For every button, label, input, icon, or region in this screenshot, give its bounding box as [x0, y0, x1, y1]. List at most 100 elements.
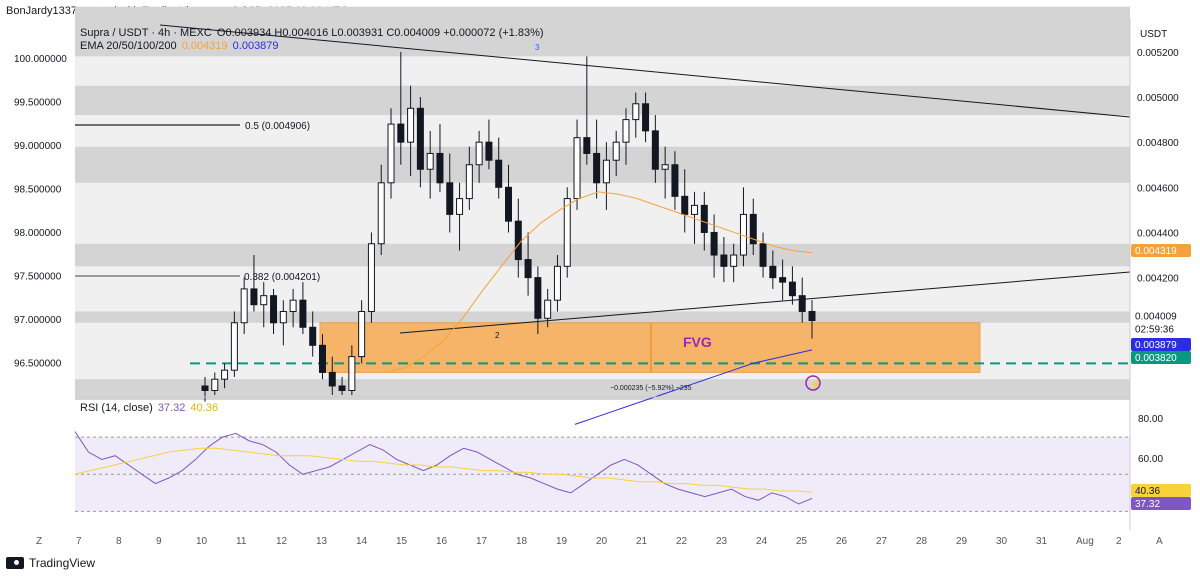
rsi-ma-tag-bg [1131, 484, 1191, 497]
x-axis-tick: 26 [836, 536, 848, 547]
x-axis-tick: 25 [796, 536, 808, 547]
rsi-legend[interactable]: RSI (14, close) 37.32 40.36 [80, 402, 220, 414]
right-axis-currency: USDT [1140, 29, 1167, 40]
candle-body[interactable] [485, 141, 493, 161]
candle-body[interactable] [270, 295, 278, 324]
last-price-tag: 0.004009 [1135, 312, 1177, 323]
x-axis-tick: 21 [636, 536, 648, 547]
candle-body[interactable] [691, 204, 699, 215]
left-axis-tick: 100.000000 [14, 54, 67, 65]
fib-0382-label: 0.382 (0.004201) [244, 272, 320, 283]
candle-body[interactable] [201, 385, 209, 391]
candle-body[interactable] [279, 310, 287, 324]
fib-05-label: 0.5 (0.004906) [245, 121, 310, 132]
rsi-axis-tick: 80.00 [1138, 414, 1163, 425]
candle-body[interactable] [456, 198, 464, 215]
x-axis-tick: 7 [76, 536, 82, 547]
candle-body[interactable] [769, 265, 777, 279]
candle-body[interactable] [602, 159, 610, 184]
candle-body[interactable] [700, 204, 708, 233]
candle-body[interactable] [749, 213, 757, 245]
candle-body[interactable] [240, 288, 248, 324]
ema-orange-line[interactable] [384, 191, 813, 373]
rsi-ma-value: 40.36 [190, 402, 218, 414]
ema-legend[interactable]: EMA 20/50/100/200 0.004319 0.003879 [80, 40, 281, 52]
tradingview-brand: TradingView [29, 556, 96, 570]
candle-body[interactable] [651, 130, 659, 170]
dashed-line-tag-bg [1131, 351, 1191, 364]
descending-trendline[interactable] [159, 24, 1131, 118]
candle-body[interactable] [436, 152, 444, 184]
candle-body[interactable] [681, 195, 689, 215]
x-axis-tick: 10 [196, 536, 208, 547]
candle-body[interactable] [808, 310, 816, 322]
candle-body[interactable] [397, 123, 405, 143]
candle-body[interactable] [318, 344, 326, 373]
candle-body[interactable] [426, 152, 434, 170]
candle-body[interactable] [446, 182, 454, 215]
candle-body[interactable] [534, 277, 542, 319]
candle-body[interactable] [593, 152, 601, 184]
x-axis-tick: Z [36, 536, 42, 547]
candle-body[interactable] [671, 164, 679, 197]
candle-body[interactable] [642, 103, 650, 132]
candle-body[interactable] [338, 385, 346, 391]
candle-body[interactable] [328, 371, 336, 387]
candle-body[interactable] [358, 310, 366, 358]
x-axis-tick: 11 [236, 536, 247, 547]
rsi-pane[interactable] [75, 400, 1130, 530]
candle-body[interactable] [309, 326, 317, 346]
candle-body[interactable] [407, 107, 415, 143]
countdown-tag: 02:59:36 [1135, 325, 1174, 336]
ascending-trendline[interactable] [399, 271, 1131, 334]
candle-body[interactable] [573, 137, 581, 200]
candle-body[interactable] [250, 288, 258, 306]
candle-body[interactable] [524, 259, 532, 279]
candle-body[interactable] [583, 137, 591, 154]
left-axis-tick: 99.000000 [14, 141, 62, 152]
candle-body[interactable] [299, 299, 307, 328]
candle-body[interactable] [495, 159, 503, 188]
tradingview-footer[interactable]: TradingView [6, 556, 95, 570]
candle-body[interactable] [514, 220, 522, 261]
candle-body[interactable] [553, 265, 561, 301]
candle-body[interactable] [289, 299, 297, 312]
candle-body[interactable] [260, 295, 268, 306]
candle-body[interactable] [387, 123, 395, 184]
candle-body[interactable] [632, 103, 640, 121]
candle-body[interactable] [211, 378, 219, 391]
fvg-zone[interactable] [319, 322, 981, 373]
candle-body[interactable] [612, 141, 620, 161]
rsi-ma-line[interactable] [74, 447, 813, 493]
candle-body[interactable] [465, 164, 473, 200]
candle-body[interactable] [730, 254, 738, 267]
ema-blue-line[interactable] [574, 349, 813, 425]
candle-body[interactable] [622, 119, 630, 143]
candle-body[interactable] [230, 322, 238, 371]
candle-body[interactable] [505, 186, 512, 222]
x-axis-tick: 28 [916, 536, 928, 547]
candle-body[interactable] [416, 107, 424, 170]
candle-body[interactable] [720, 254, 728, 267]
wave-3-label: 3 [535, 43, 540, 52]
left-axis-tick: 97.000000 [14, 315, 62, 326]
candle-body[interactable] [759, 243, 767, 267]
candle-body[interactable] [661, 164, 669, 170]
candle-body[interactable] [367, 243, 375, 312]
candle-body[interactable] [563, 198, 571, 267]
candle-body[interactable] [710, 231, 718, 256]
candle-body[interactable] [475, 141, 483, 166]
x-axis-tick: 24 [756, 536, 768, 547]
x-axis-tick: 22 [676, 536, 688, 547]
candle-body[interactable] [788, 281, 796, 297]
candle-body[interactable] [221, 369, 229, 380]
candle-body[interactable] [798, 295, 806, 312]
rsi-line[interactable] [74, 431, 813, 505]
candle-body[interactable] [544, 299, 552, 319]
candle-body[interactable] [348, 356, 356, 391]
flash-icon[interactable] [805, 375, 821, 391]
symbol-label[interactable]: Supra / USDT · 4h · MEXC [80, 27, 212, 39]
candle-body[interactable] [779, 277, 787, 283]
candle-body[interactable] [377, 182, 385, 245]
